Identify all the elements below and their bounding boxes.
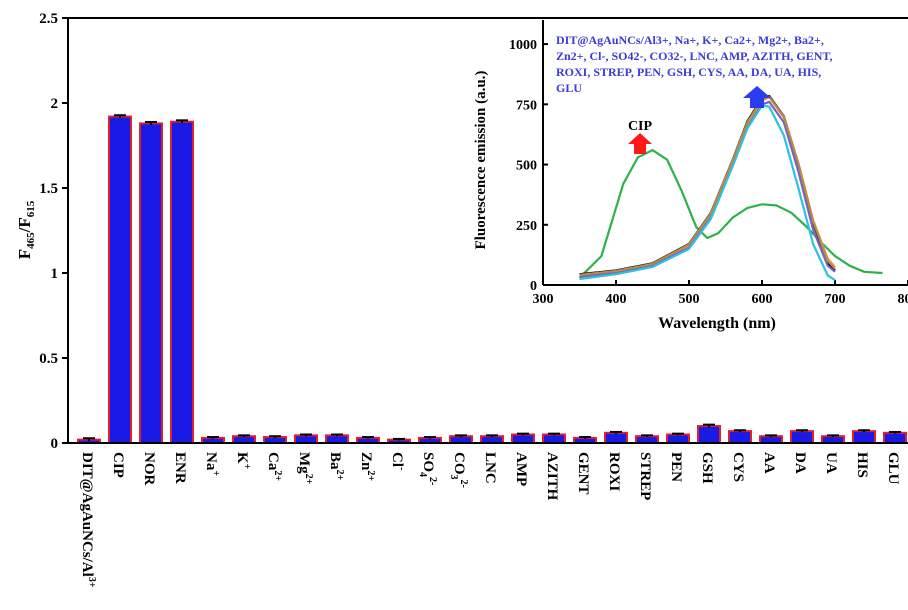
main-x-tick-label: ENR (172, 452, 188, 484)
inset-series-lines (578, 94, 883, 282)
inset-x-tick-label: 500 (679, 292, 700, 307)
main-x-tick-label: CO32- (448, 452, 469, 488)
main-x-tick-label: PEN (668, 452, 684, 482)
main-x-tick-label: Ca2+ (265, 452, 283, 481)
main-x-tick-label: UA (823, 452, 839, 474)
main-x-tick-label: STREP (637, 452, 653, 500)
main-x-tick-label: CIP (110, 452, 126, 478)
cip-up-arrow-icon (628, 133, 652, 154)
main-x-tick-label: ROXI (606, 452, 622, 491)
bar (232, 435, 256, 445)
main-bar-chart: 0 0.5 1 1.5 2 2.5 DIT@AgAuNCs/Al3+ CIP NOR ENR Na… (15, 11, 908, 588)
inset-series-line (579, 104, 836, 282)
main-x-tick-label: AMP (513, 452, 529, 486)
main-x-tick-label: AZITH (544, 452, 560, 501)
main-y-tick-label: 0 (51, 436, 59, 452)
inset-x-tick-label: 600 (752, 292, 773, 307)
main-y-tick-label: 1 (51, 266, 59, 282)
inset-legend-line-3: ROXI, STREP, PEN, GSH, CYS, AA, DA, UA, … (556, 65, 821, 79)
main-x-tick-label: NOR (141, 452, 157, 486)
inset-y-axis-label: Fluorescence emission (a.u.) (473, 71, 489, 250)
bar (790, 430, 814, 445)
others-up-arrow-icon (743, 86, 771, 108)
main-y-tick-label: 2 (51, 96, 59, 112)
bar (325, 434, 349, 445)
inset-legend-line-1: DIT@AgAuNCs/Al3+, Na+, K+, Ca2+, Mg2+, B… (556, 33, 824, 47)
main-x-tick-label: Na+ (203, 452, 221, 476)
bar (883, 431, 907, 444)
main-x-tick-label: DA (792, 452, 808, 474)
main-x-tick-label: CYS (730, 452, 746, 482)
inset-legend-line-2: Zn2+, Cl-, SO42-, CO32-, LNC, AMP, AZITH… (556, 49, 833, 63)
bar (697, 425, 721, 444)
inset-y-tick-label: 250 (516, 219, 537, 234)
main-bars (77, 114, 907, 445)
main-x-tick-label: SO42- (417, 452, 438, 485)
bar (821, 435, 845, 445)
main-x-tick-label: K+ (234, 452, 252, 470)
main-y-axis-ticks: 0 0.5 1 1.5 2 2.5 (39, 11, 68, 452)
bar (852, 430, 876, 445)
bar (511, 433, 535, 444)
inset-legend-line-4: GLU (556, 81, 582, 95)
main-x-tick-label: DIT@AgAuNCs/Al3+ (79, 452, 97, 588)
bar (759, 435, 783, 445)
main-y-tick-label: 1.5 (39, 181, 58, 197)
bar (604, 431, 628, 444)
bar (635, 435, 659, 445)
main-x-tick-label: Ba2+ (327, 452, 345, 481)
inset-background (540, 20, 908, 285)
inset-y-tick-label: 500 (516, 159, 537, 174)
inset-series-line (578, 149, 883, 279)
main-y-tick-label: 2.5 (39, 11, 58, 27)
main-y-axis-label: F465/F615 (15, 200, 37, 259)
main-x-tick-label: Mg2+ (296, 452, 314, 485)
inset-y-tick-label: 750 (516, 98, 537, 113)
inset-x-tick-label: 300 (533, 292, 554, 307)
inset-line-chart: 300 400 500 600 700 800 0 250 500 750 1000 DIT@AgA… (473, 20, 908, 332)
inset-x-tick-label: 700 (825, 292, 846, 307)
main-y-tick-label: 0.5 (39, 351, 58, 367)
main-x-tick-label: GENT (575, 452, 591, 495)
bar (139, 122, 163, 445)
main-x-tick-label: Zn2+ (358, 452, 376, 481)
bar (728, 430, 752, 445)
bar (480, 435, 504, 445)
bar (542, 433, 566, 444)
main-x-tick-label: HIS (854, 452, 870, 478)
inset-x-axis-label: Wavelength (nm) (658, 315, 776, 332)
main-x-tick-label: Cl- (389, 452, 407, 470)
bar (108, 115, 132, 444)
bar (666, 433, 690, 444)
cip-annotation-label: CIP (628, 119, 653, 134)
bar (449, 435, 473, 445)
main-x-tick-label: AA (761, 452, 777, 474)
inset-x-tick-label: 800 (898, 292, 908, 307)
bar (170, 120, 194, 444)
main-x-tick-label: GLU (885, 452, 901, 485)
bar (294, 434, 318, 445)
inset-series-line (579, 95, 836, 276)
main-x-tick-label: GSH (699, 452, 715, 484)
main-x-tick-labels: DIT@AgAuNCs/Al3+ CIP NOR ENR Na+ K+ Ca2+ Mg2+ Ba… (79, 452, 901, 588)
main-x-tick-label: LNC (482, 452, 498, 484)
inset-x-tick-label: 400 (606, 292, 627, 307)
inset-y-tick-label: 1000 (509, 38, 537, 53)
inset-y-tick-label: 0 (530, 279, 537, 294)
